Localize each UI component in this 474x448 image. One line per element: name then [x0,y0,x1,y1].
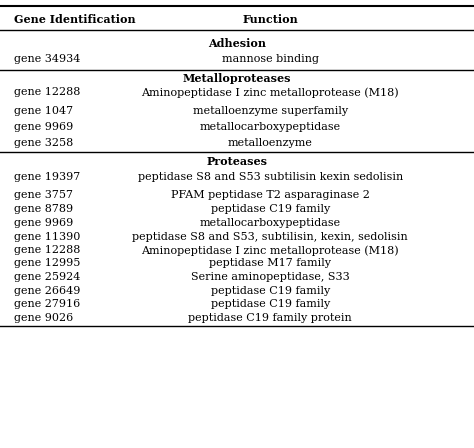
Text: peptidase C19 family: peptidase C19 family [210,299,330,309]
Text: Serine aminopeptidase, S33: Serine aminopeptidase, S33 [191,272,349,282]
Text: gene 9969: gene 9969 [14,218,73,228]
Text: peptidase S8 and S53, subtilisin, kexin, sedolisin: peptidase S8 and S53, subtilisin, kexin,… [132,232,408,242]
Text: gene 25924: gene 25924 [14,272,81,282]
Text: peptidase C19 family protein: peptidase C19 family protein [188,313,352,323]
Text: gene 3258: gene 3258 [14,138,73,148]
Text: Gene Identification: Gene Identification [14,14,136,25]
Text: peptidase S8 and S53 subtilisin kexin sedolisin: peptidase S8 and S53 subtilisin kexin se… [137,172,403,182]
Text: peptidase C19 family: peptidase C19 family [210,286,330,296]
Text: Metalloproteases: Metalloproteases [183,73,291,84]
Text: gene 12288: gene 12288 [14,87,81,97]
Text: gene 1047: gene 1047 [14,106,73,116]
Text: gene 8789: gene 8789 [14,204,73,214]
Text: peptidase M17 family: peptidase M17 family [209,258,331,268]
Text: gene 3757: gene 3757 [14,190,73,200]
Text: Aminopeptidase I zinc metalloprotease (M18): Aminopeptidase I zinc metalloprotease (M… [141,87,399,98]
Text: gene 19397: gene 19397 [14,172,81,182]
Text: PFAM peptidase T2 asparaginase 2: PFAM peptidase T2 asparaginase 2 [171,190,370,200]
Text: Proteases: Proteases [207,156,267,167]
Text: gene 9026: gene 9026 [14,313,73,323]
Text: metalloenzyme: metalloenzyme [228,138,313,148]
Text: gene 27916: gene 27916 [14,299,81,309]
Text: Aminopeptidase I zinc metalloprotease (M18): Aminopeptidase I zinc metalloprotease (M… [141,245,399,255]
Text: Adhesion: Adhesion [208,38,266,49]
Text: metallocarboxypeptidase: metallocarboxypeptidase [200,122,341,132]
Text: gene 9969: gene 9969 [14,122,73,132]
Text: gene 26649: gene 26649 [14,286,81,296]
Text: metallocarboxypeptidase: metallocarboxypeptidase [200,218,341,228]
Text: gene 34934: gene 34934 [14,54,81,64]
Text: gene 12288: gene 12288 [14,245,81,255]
Text: gene 11390: gene 11390 [14,232,81,242]
Text: peptidase C19 family: peptidase C19 family [210,204,330,214]
Text: gene 12995: gene 12995 [14,258,81,268]
Text: metalloenzyme superfamily: metalloenzyme superfamily [192,106,348,116]
Text: mannose binding: mannose binding [222,54,319,64]
Text: Function: Function [242,14,298,25]
